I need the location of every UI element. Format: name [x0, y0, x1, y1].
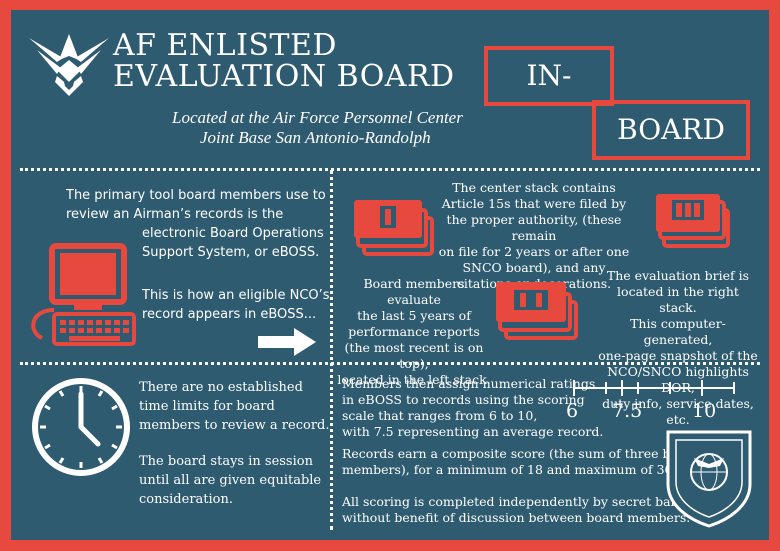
right-stack-line: This computer-generated,	[630, 316, 726, 347]
right-stack-icon	[656, 194, 730, 248]
time-paragraph-2: The board stays in session until all are…	[139, 452, 321, 509]
left-stack-line: the last 5 years of	[357, 308, 471, 323]
page-title: AF ENLISTED EVALUATION BOARD	[113, 30, 455, 92]
right-stack-line: The evaluation brief is	[606, 268, 750, 283]
center-stack-line: on file for 2 years or after one	[438, 244, 630, 259]
scoring-p1-line: with 7.5 representing an average record.	[342, 424, 604, 439]
scoring-p1-line: in eBOSS to records using the scoring	[342, 392, 585, 407]
infographic-panel	[11, 10, 769, 540]
left-stack-line: (the most recent is on top),	[344, 340, 484, 371]
scoring-p3-line: All scoring is completed independently b…	[342, 494, 696, 509]
scoring-p2-line: Records earn a composite score (the sum …	[342, 446, 700, 461]
scoring-paragraph-2: Records earn a composite score (the sum …	[342, 446, 700, 478]
eboss-p2-line: record appears in eBOSS...	[142, 307, 317, 322]
eboss-p1-line: electronic Board Operations	[142, 226, 324, 241]
in-badge: IN-	[484, 46, 614, 106]
center-stack-line: The center stack contains	[452, 180, 616, 195]
location-line-1: Located at the Air Force Personnel Cente…	[172, 108, 463, 127]
eboss-paragraph-2: This is how an eligible NCO’s record app…	[142, 286, 330, 324]
center-stack-icon	[496, 282, 578, 340]
left-stack-icon	[354, 200, 434, 256]
title-line-1: AF ENLISTED	[113, 28, 337, 63]
scale-min-label: 6	[566, 400, 579, 422]
right-stack-line: one-page snapshot of the	[598, 348, 758, 363]
center-stack-line: Article 15s that were filed by	[441, 196, 627, 211]
time-paragraph-1: There are no established time limits for…	[139, 378, 330, 435]
left-stack-text: Board members evaluate the last 5 years …	[336, 276, 492, 388]
center-stack-line: the proper authority, (these remain	[446, 212, 622, 243]
scale-avg-label: 7.5	[612, 400, 643, 422]
board-badge: BOARD	[592, 100, 750, 160]
clock-icon	[32, 378, 130, 476]
time-p1-line: members to review a record.	[139, 418, 330, 433]
time-p2-line: consideration.	[139, 492, 234, 507]
eboss-paragraph-1: The primary tool board members use to re…	[66, 186, 326, 262]
arrow-right-icon	[258, 328, 316, 356]
divider-middle	[20, 362, 760, 365]
eboss-p2-line: This is how an eligible NCO’s	[142, 288, 330, 303]
scoring-p3-line: without benefit of discussion between bo…	[342, 510, 691, 525]
scoring-p1-line: scale that ranges from 6 to 10,	[342, 408, 538, 423]
center-stack-text: The center stack contains Article 15s th…	[432, 180, 636, 292]
time-p2-line: until all are given equitable	[139, 473, 322, 488]
time-p1-line: time limits for board	[139, 399, 275, 414]
scoring-scale	[573, 380, 735, 396]
scoring-p1-line: Members then assign numerical ratings	[342, 376, 596, 391]
time-p1-line: There are no established	[139, 380, 303, 395]
scale-max-label: 10	[692, 400, 717, 422]
eboss-p1-line: The primary tool board members use to	[66, 188, 326, 203]
left-stack-line: performance reports	[348, 324, 480, 339]
right-stack-line: duty info, service dates, etc.	[602, 396, 754, 427]
scoring-paragraph-3: All scoring is completed independently b…	[342, 494, 695, 526]
computer-icon	[31, 243, 136, 346]
eboss-p1-line: Support System, or eBOSS.	[142, 245, 320, 260]
afpc-seal-icon	[666, 430, 752, 528]
title-line-2: EVALUATION BOARD	[113, 59, 455, 94]
air-force-symbol-icon	[29, 34, 109, 96]
time-p2-line: The board stays in session	[139, 454, 313, 469]
scoring-p2-line: members), for a minimum of 18 and maximu…	[342, 462, 677, 477]
left-stack-line: located in the left stack.	[337, 372, 491, 387]
location-line-2: Joint Base San Antonio-Randolph	[200, 128, 431, 147]
eboss-p1-line: review an Airman’s records is the	[66, 207, 284, 222]
right-stack-line: located in the right stack.	[617, 284, 739, 315]
divider-top	[20, 168, 760, 171]
divider-vertical	[330, 170, 333, 530]
scoring-paragraph-1: Members then assign numerical ratings in…	[342, 376, 603, 440]
left-stack-line: Board members evaluate	[363, 276, 465, 307]
center-stack-line: SNCO board), and any	[462, 260, 606, 275]
